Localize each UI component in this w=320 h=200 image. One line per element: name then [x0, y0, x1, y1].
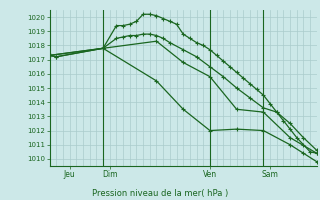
Text: Pression niveau de la mer( hPa ): Pression niveau de la mer( hPa ) — [92, 189, 228, 198]
